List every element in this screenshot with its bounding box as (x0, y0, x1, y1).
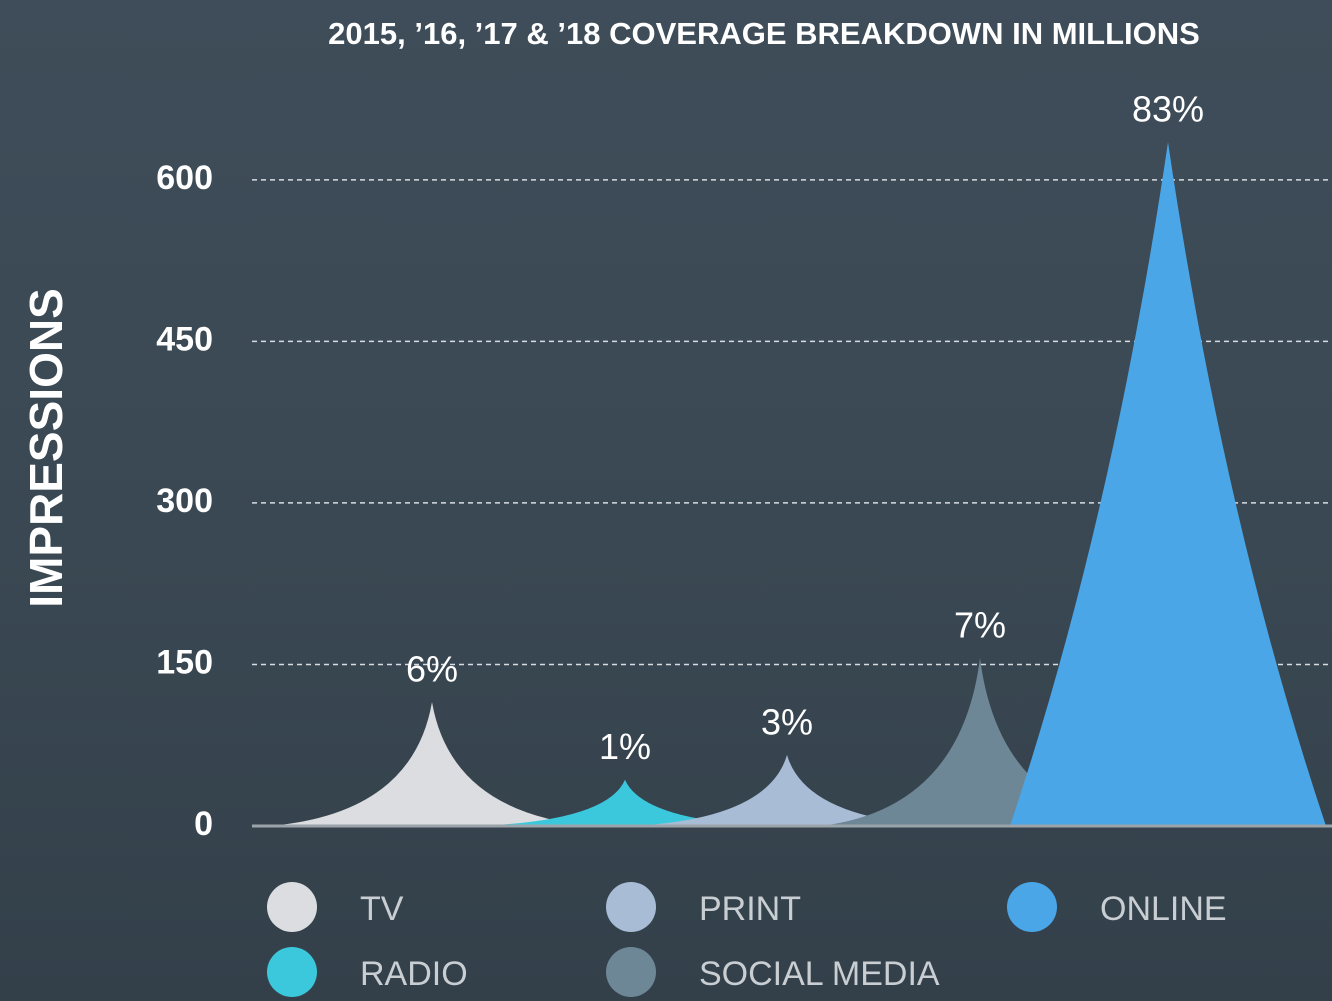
legend-swatch (267, 947, 317, 997)
spike (475, 779, 775, 826)
percent-label: 7% (954, 605, 1006, 646)
chart-title: 2015, ’16, ’17 & ’18 COVERAGE BREAKDOWN … (328, 16, 1200, 51)
legend-label: PRINT (699, 890, 801, 928)
legend-label: RADIO (360, 955, 468, 993)
legend-label: SOCIAL MEDIA (699, 955, 940, 993)
legend-swatch (606, 882, 656, 932)
legend-label: ONLINE (1100, 890, 1227, 928)
legend-swatch (1007, 882, 1057, 932)
percent-label: 6% (406, 649, 458, 690)
spike (632, 754, 942, 826)
percent-label: 3% (761, 701, 813, 742)
y-tick-label: 600 (156, 159, 213, 197)
spike (1010, 142, 1326, 827)
percent-label: 1% (599, 726, 651, 767)
legend-swatch (267, 882, 317, 932)
y-tick-label: 450 (156, 320, 213, 358)
y-tick-label: 150 (156, 643, 213, 681)
y-tick-label: 0 (194, 805, 213, 843)
y-tick-label: 300 (156, 482, 213, 520)
y-axis-label: IMPRESSIONS (20, 288, 72, 608)
spike (270, 702, 594, 826)
spike (820, 658, 1140, 826)
legend-swatch (606, 947, 656, 997)
percent-label: 83% (1132, 89, 1204, 130)
legend-label: TV (360, 890, 404, 928)
